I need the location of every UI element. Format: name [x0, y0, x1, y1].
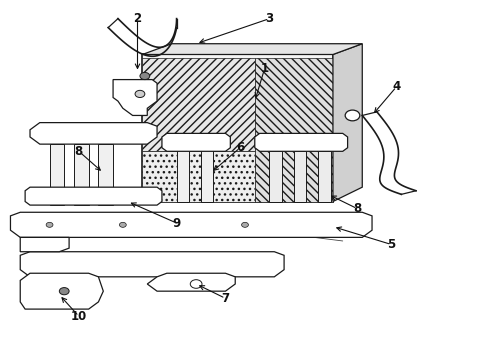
Polygon shape — [176, 144, 189, 202]
Polygon shape — [270, 151, 282, 202]
Text: 2: 2 — [133, 12, 142, 25]
Text: 1: 1 — [261, 62, 269, 75]
Polygon shape — [20, 252, 284, 277]
Polygon shape — [20, 237, 69, 252]
Text: 9: 9 — [172, 216, 181, 230]
Polygon shape — [255, 134, 347, 151]
Polygon shape — [49, 144, 64, 205]
Circle shape — [345, 110, 360, 121]
Circle shape — [242, 222, 248, 227]
Polygon shape — [10, 212, 372, 237]
Polygon shape — [318, 151, 331, 202]
Polygon shape — [30, 123, 157, 144]
Polygon shape — [98, 144, 113, 205]
Text: 10: 10 — [71, 310, 87, 323]
Polygon shape — [162, 134, 230, 151]
Circle shape — [140, 72, 150, 80]
Polygon shape — [143, 44, 362, 54]
Circle shape — [135, 90, 145, 98]
Circle shape — [190, 280, 202, 288]
Circle shape — [46, 222, 53, 227]
Text: 7: 7 — [221, 292, 229, 305]
Text: 3: 3 — [266, 12, 273, 25]
Polygon shape — [25, 187, 162, 205]
Polygon shape — [113, 80, 157, 116]
Text: 6: 6 — [236, 141, 244, 154]
Circle shape — [120, 222, 126, 227]
Polygon shape — [333, 44, 362, 202]
Text: 5: 5 — [388, 238, 396, 251]
Polygon shape — [201, 144, 213, 202]
Polygon shape — [143, 58, 255, 151]
Polygon shape — [294, 151, 306, 202]
Polygon shape — [143, 54, 333, 202]
Text: 8: 8 — [353, 202, 362, 215]
Text: 4: 4 — [392, 80, 401, 93]
Circle shape — [59, 288, 69, 295]
Polygon shape — [147, 273, 235, 291]
Polygon shape — [20, 273, 103, 309]
Polygon shape — [143, 151, 255, 202]
Polygon shape — [74, 144, 89, 205]
Text: 8: 8 — [75, 145, 83, 158]
Polygon shape — [255, 58, 333, 202]
